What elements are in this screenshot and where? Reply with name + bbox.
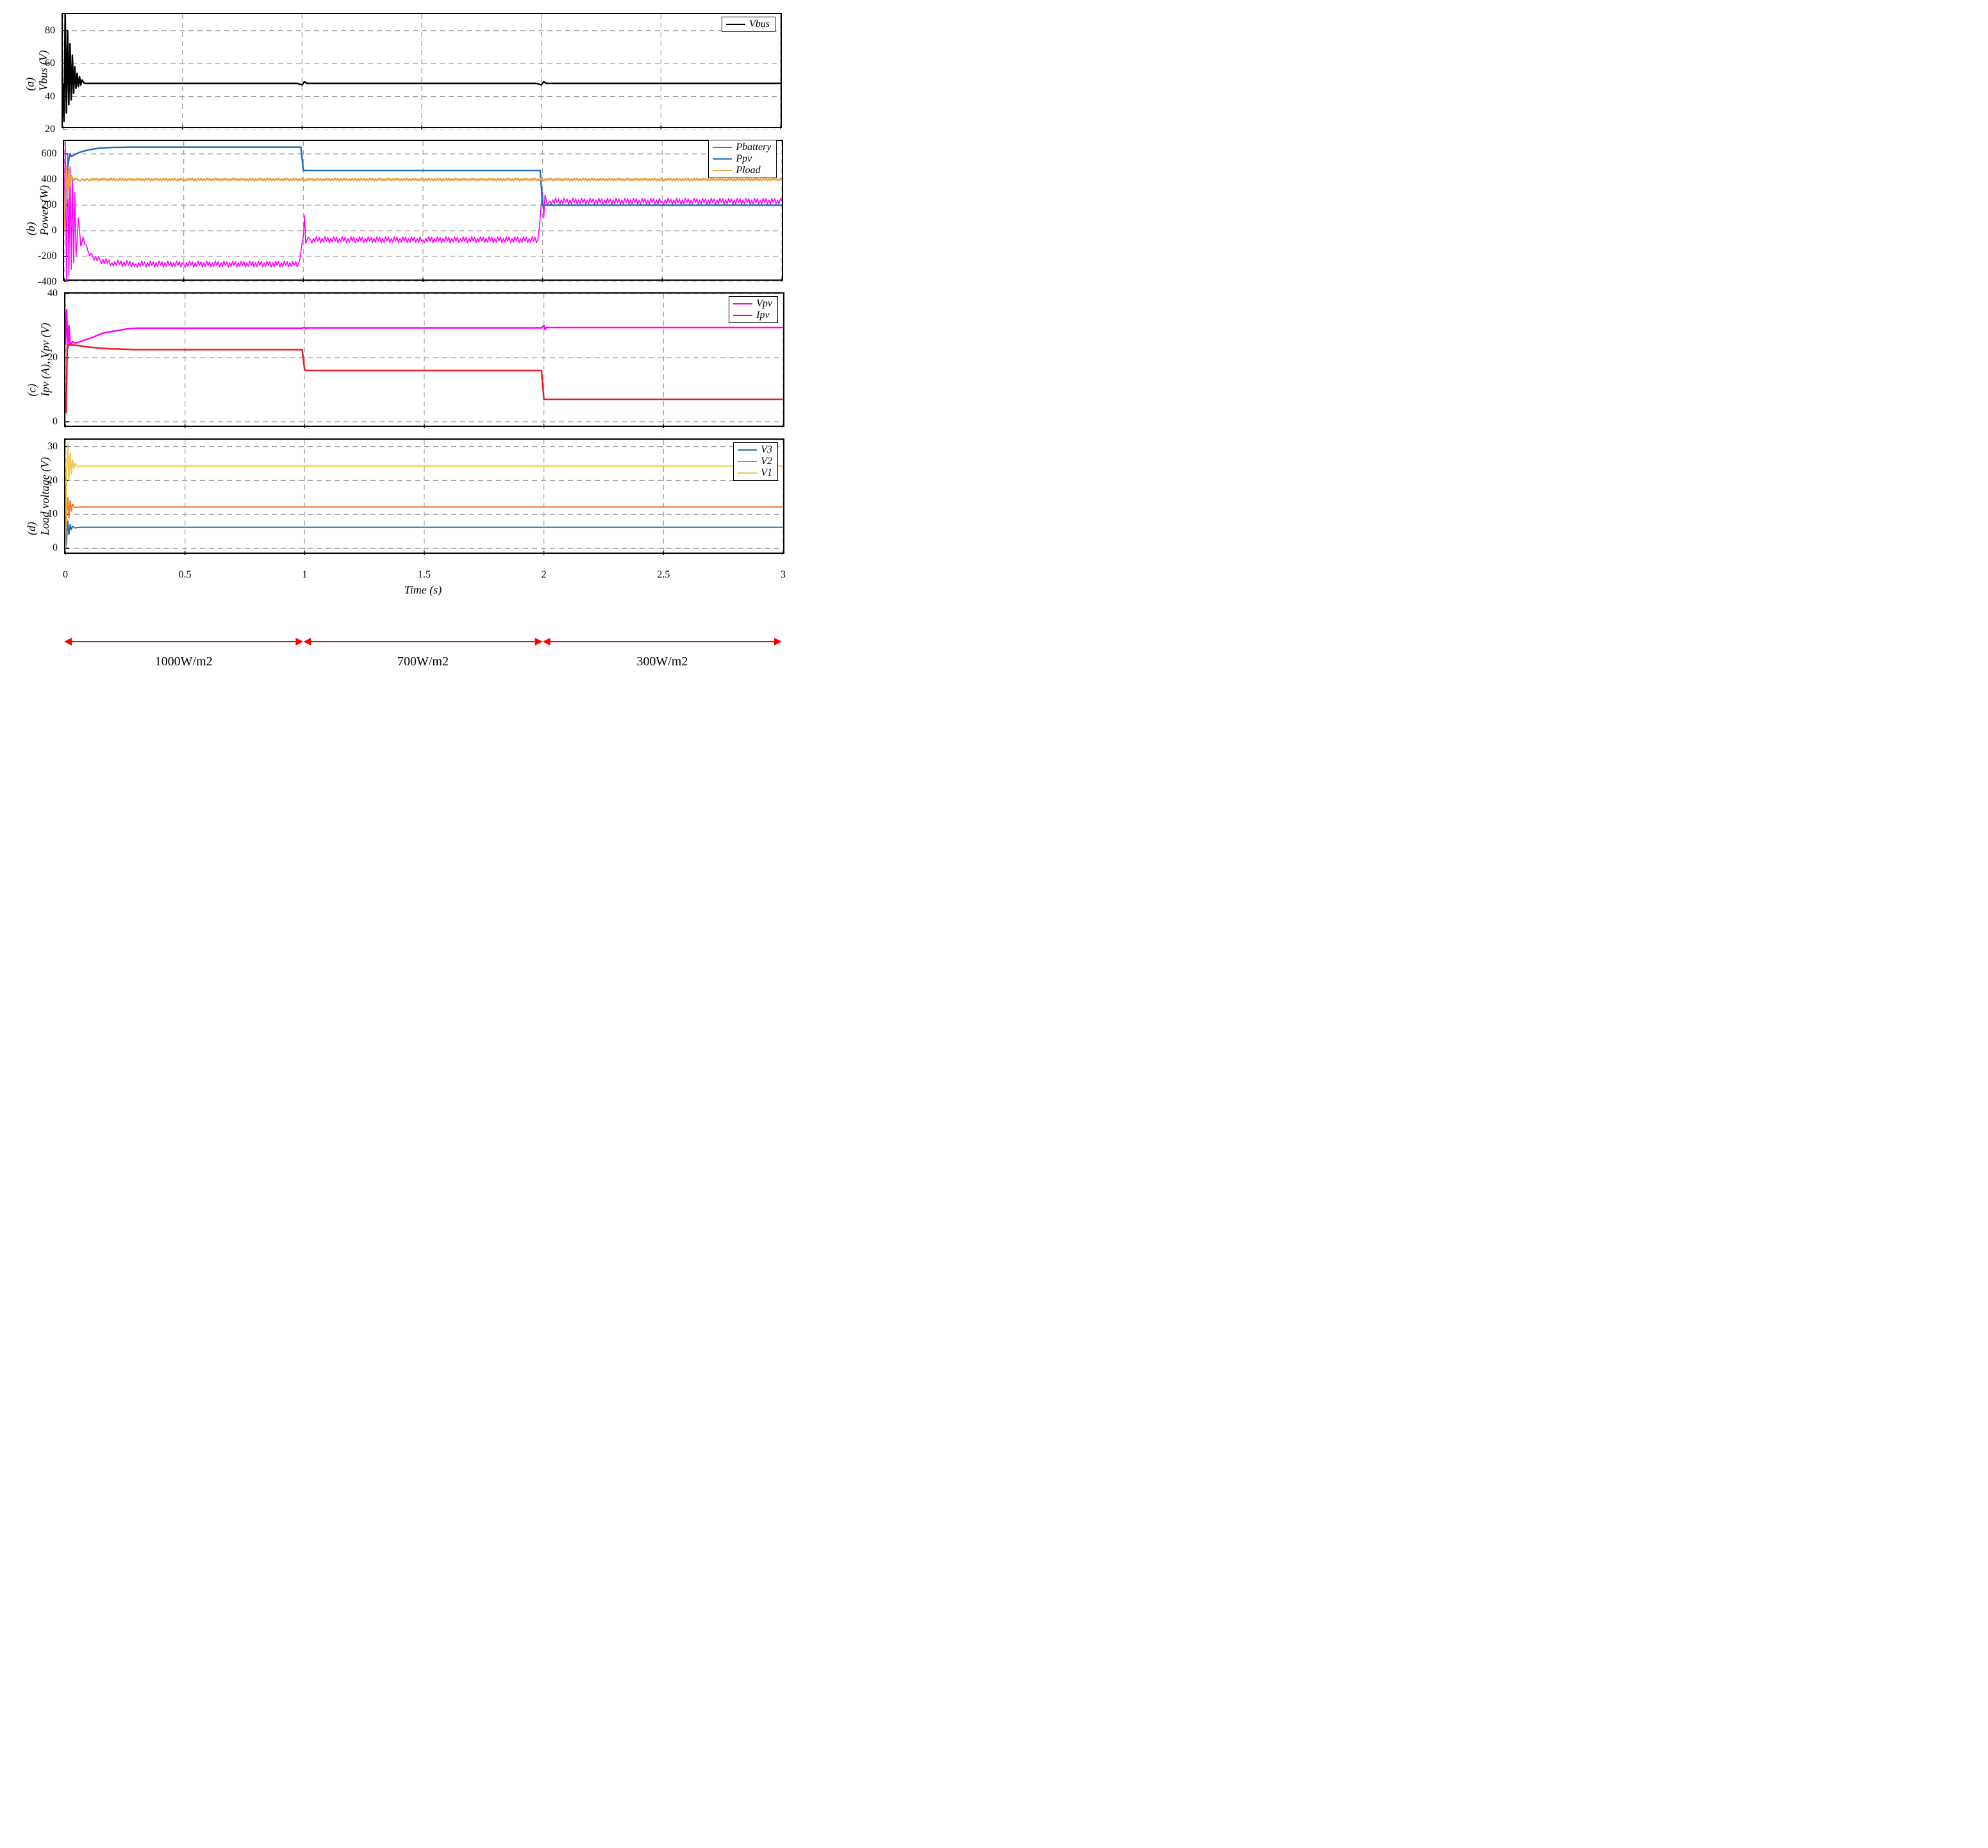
ytick-label: 30 bbox=[47, 441, 58, 453]
panel-c: (c)Ipv (A), Vpv (V)02040VpvIpv bbox=[13, 292, 782, 427]
legend-c: VpvIpv bbox=[729, 296, 778, 323]
legend-b: PbatteryPpvPload bbox=[708, 140, 777, 178]
ytick-label: 80 bbox=[45, 25, 55, 37]
legend-label: Vpv bbox=[756, 298, 772, 310]
legend-label: V1 bbox=[761, 467, 772, 479]
legend-d: V3V2V1 bbox=[733, 442, 778, 481]
panel-a: (a)Vbus (V) 20406080Vbus bbox=[13, 13, 782, 128]
xtick-label: 2 bbox=[542, 569, 547, 581]
xtick-label: 0.5 bbox=[179, 569, 192, 581]
ytick-label: 40 bbox=[45, 91, 55, 103]
ytick-label: 400 bbox=[41, 174, 56, 185]
ytick-label: 600 bbox=[41, 148, 56, 160]
legend-label: Pload bbox=[736, 165, 760, 176]
ylabel-a: (a)Vbus (V) bbox=[24, 50, 51, 90]
ytick-label: -400 bbox=[38, 276, 56, 288]
ytick-label: 20 bbox=[47, 475, 58, 487]
irradiance-arrows bbox=[64, 633, 782, 651]
ytick-label: 0 bbox=[53, 542, 58, 554]
panel-d: (d)Load voltage (V) 010203000.511.522.53V… bbox=[13, 438, 782, 554]
irradiance-label: 1000W/m2 bbox=[155, 654, 213, 669]
legend-label: Vbus bbox=[749, 19, 770, 30]
irradiance-label: 300W/m2 bbox=[636, 654, 688, 669]
legend-label: V2 bbox=[761, 456, 772, 467]
xtick-label: 1.5 bbox=[418, 569, 431, 581]
ytick-label: 0 bbox=[51, 225, 56, 237]
xtick-label: 3 bbox=[781, 569, 786, 581]
panel-b: (b)Power (W)-400-2000200400600PbatteryPp… bbox=[13, 140, 782, 281]
xtick-label: 1 bbox=[302, 569, 307, 581]
ytick-label: 0 bbox=[53, 416, 58, 428]
legend-a: Vbus bbox=[722, 17, 775, 32]
ytick-label: 10 bbox=[47, 508, 58, 520]
figure: (a)Vbus (V)20406080Vbus(b)Power (W)-400-… bbox=[13, 13, 782, 671]
plot-d: 010203000.511.522.53V3V2V1 bbox=[64, 438, 784, 554]
xtick-label: 0 bbox=[63, 569, 68, 581]
ylabel-d: (d)Load voltage (V) bbox=[25, 457, 52, 535]
legend-label: Ppv bbox=[736, 153, 752, 165]
plot-a: 20406080Vbus bbox=[62, 13, 782, 128]
ytick-label: 200 bbox=[41, 199, 56, 211]
plot-c: 02040VpvIpv bbox=[64, 292, 784, 427]
ytick-label: 20 bbox=[45, 124, 55, 135]
plot-b: -400-2000200400600PbatteryPpvPload bbox=[63, 140, 783, 281]
legend-label: V3 bbox=[761, 444, 772, 456]
ytick-label: -200 bbox=[38, 251, 56, 262]
irradiance-label: 700W/m2 bbox=[397, 654, 449, 669]
xlabel: Time (s) bbox=[64, 583, 782, 597]
legend-label: Pbattery bbox=[736, 142, 771, 153]
legend-label: Ipv bbox=[756, 310, 769, 321]
xtick-label: 2.5 bbox=[657, 569, 670, 581]
ytick-label: 40 bbox=[47, 288, 58, 299]
ytick-label: 20 bbox=[47, 352, 58, 363]
ytick-label: 60 bbox=[45, 58, 55, 69]
